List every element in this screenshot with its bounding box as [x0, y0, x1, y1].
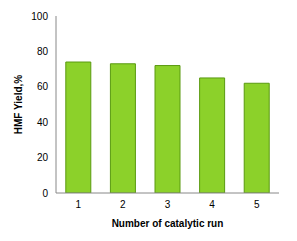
svg-text:80: 80	[37, 46, 49, 57]
svg-text:Number of catalytic run: Number of catalytic run	[112, 218, 224, 229]
svg-text:1: 1	[76, 199, 82, 210]
svg-text:2: 2	[120, 199, 126, 210]
svg-text:40: 40	[37, 117, 49, 128]
svg-text:20: 20	[37, 152, 49, 163]
svg-text:0: 0	[42, 188, 48, 199]
svg-text:100: 100	[31, 11, 48, 22]
svg-text:4: 4	[209, 199, 215, 210]
svg-text:3: 3	[165, 199, 171, 210]
svg-text:HMF Yield,%: HMF Yield,%	[13, 75, 24, 135]
svg-text:60: 60	[37, 81, 49, 92]
svg-text:5: 5	[254, 199, 260, 210]
